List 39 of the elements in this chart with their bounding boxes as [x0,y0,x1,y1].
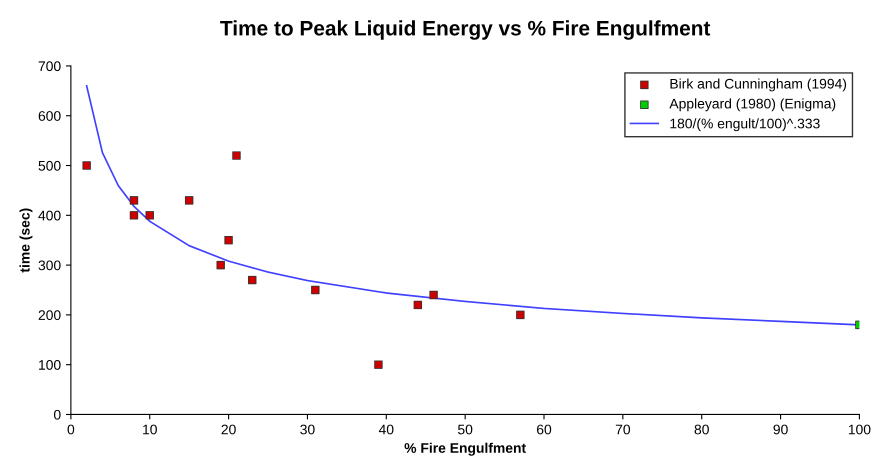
point [311,286,320,294]
x-tick-label: 90 [773,424,788,434]
point [82,161,91,170]
y-tick-label: 500 [38,160,61,171]
y-tick-label: 0 [54,410,61,420]
x-tick-label: 50 [458,424,472,434]
point [224,236,233,244]
x-tick-label: 60 [536,424,552,434]
legend-label: 180/(% engult/100)^.333 [670,118,820,132]
point [374,360,383,369]
point [130,211,138,220]
point [232,151,241,160]
x-tick-label: 40 [378,424,394,434]
legend-label: Birk and Cunningham (1994) [670,78,846,92]
point [216,260,225,270]
y-axis-title: time (sec) [19,208,32,272]
x-tick-label: 10 [143,424,157,434]
x-axis-title: % Fire Engulfment [404,442,526,456]
chart-title: Time to Peak Liquid Energy vs % Fire Engulfment [220,20,710,40]
x-tick-label: 20 [222,424,236,434]
legend-label: Appleyard (1980) (Enigma) [669,98,836,112]
x-tick-label: 70 [616,424,630,434]
point [184,196,194,205]
y-tick-label: 300 [38,260,61,270]
y-tick-label: 700 [38,61,61,72]
x-tick-label: 100 [848,424,870,434]
point [516,310,525,320]
point [248,276,256,284]
point [429,290,438,300]
y-tick-label: 100 [39,360,61,370]
y-tick-label: 200 [38,310,61,320]
y-tick-label: 600 [38,111,61,121]
y-tick-label: 400 [38,210,61,220]
x-tick-label: 80 [694,424,709,434]
point [414,300,422,310]
x-tick-label: 0 [68,424,74,434]
point [130,196,138,205]
x-tick-label: 30 [300,424,315,434]
point [146,211,154,220]
